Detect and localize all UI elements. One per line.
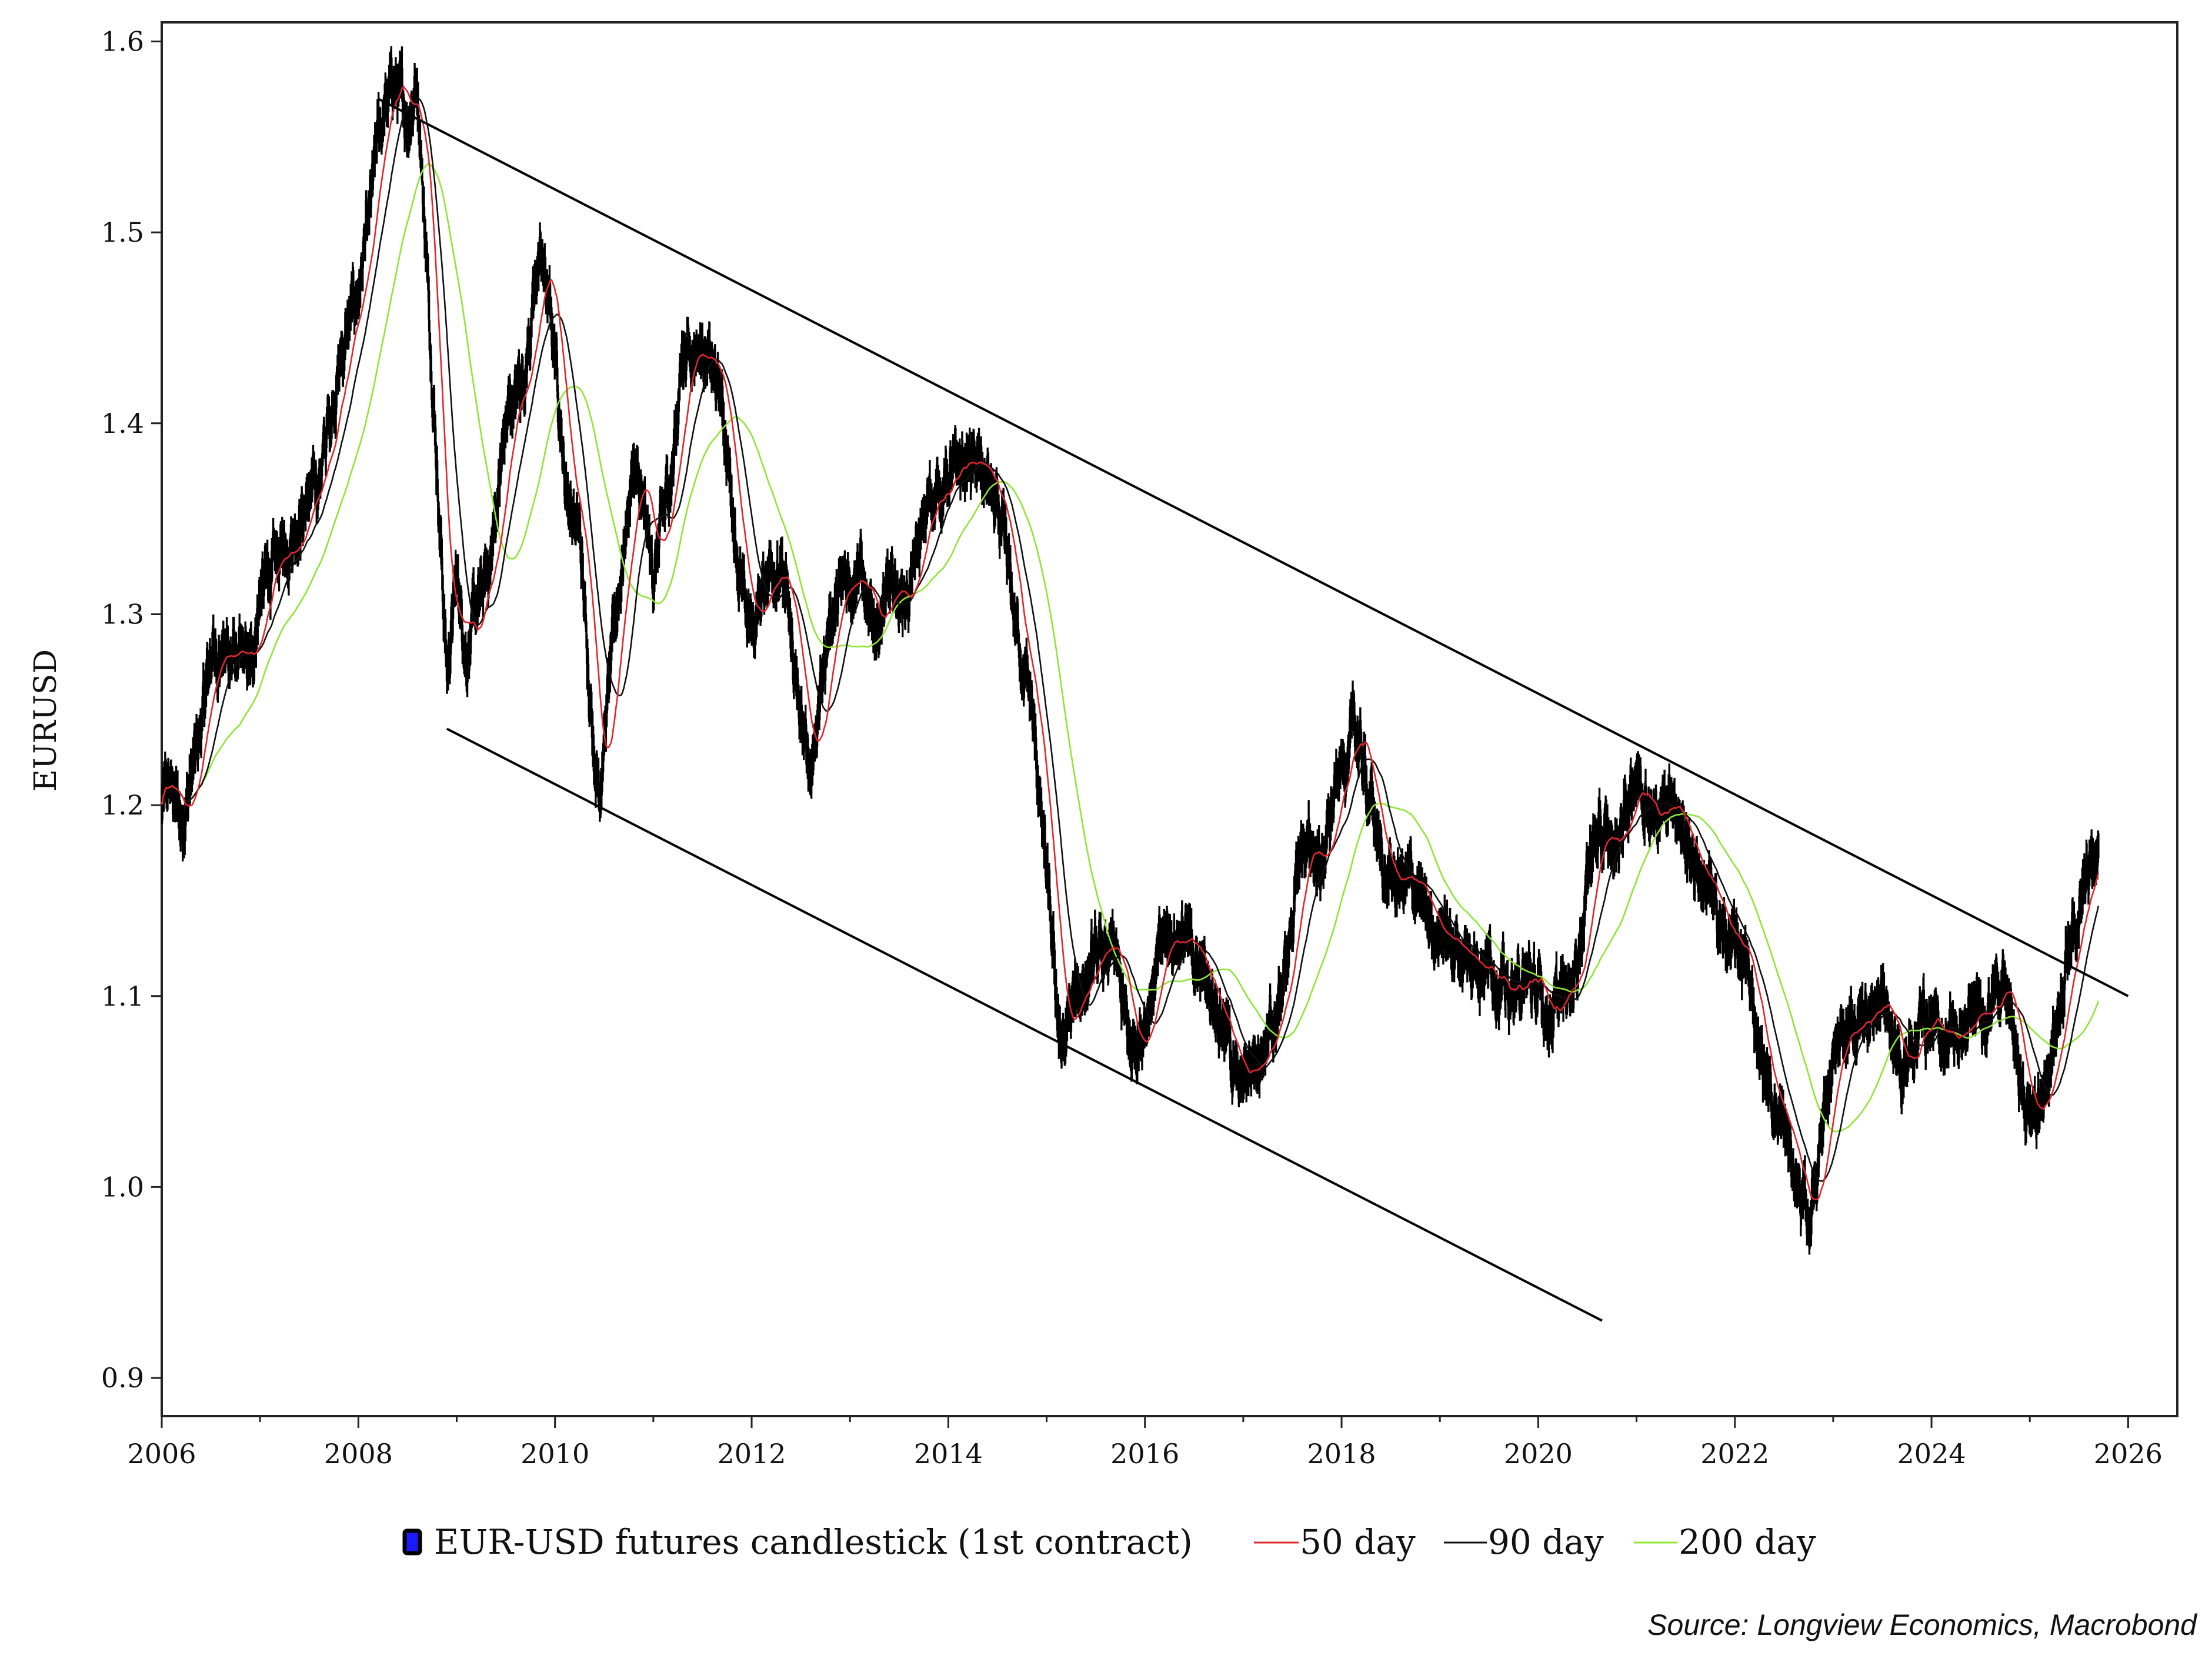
plot-frame xyxy=(161,21,2178,1417)
price-candles xyxy=(161,46,2100,1255)
